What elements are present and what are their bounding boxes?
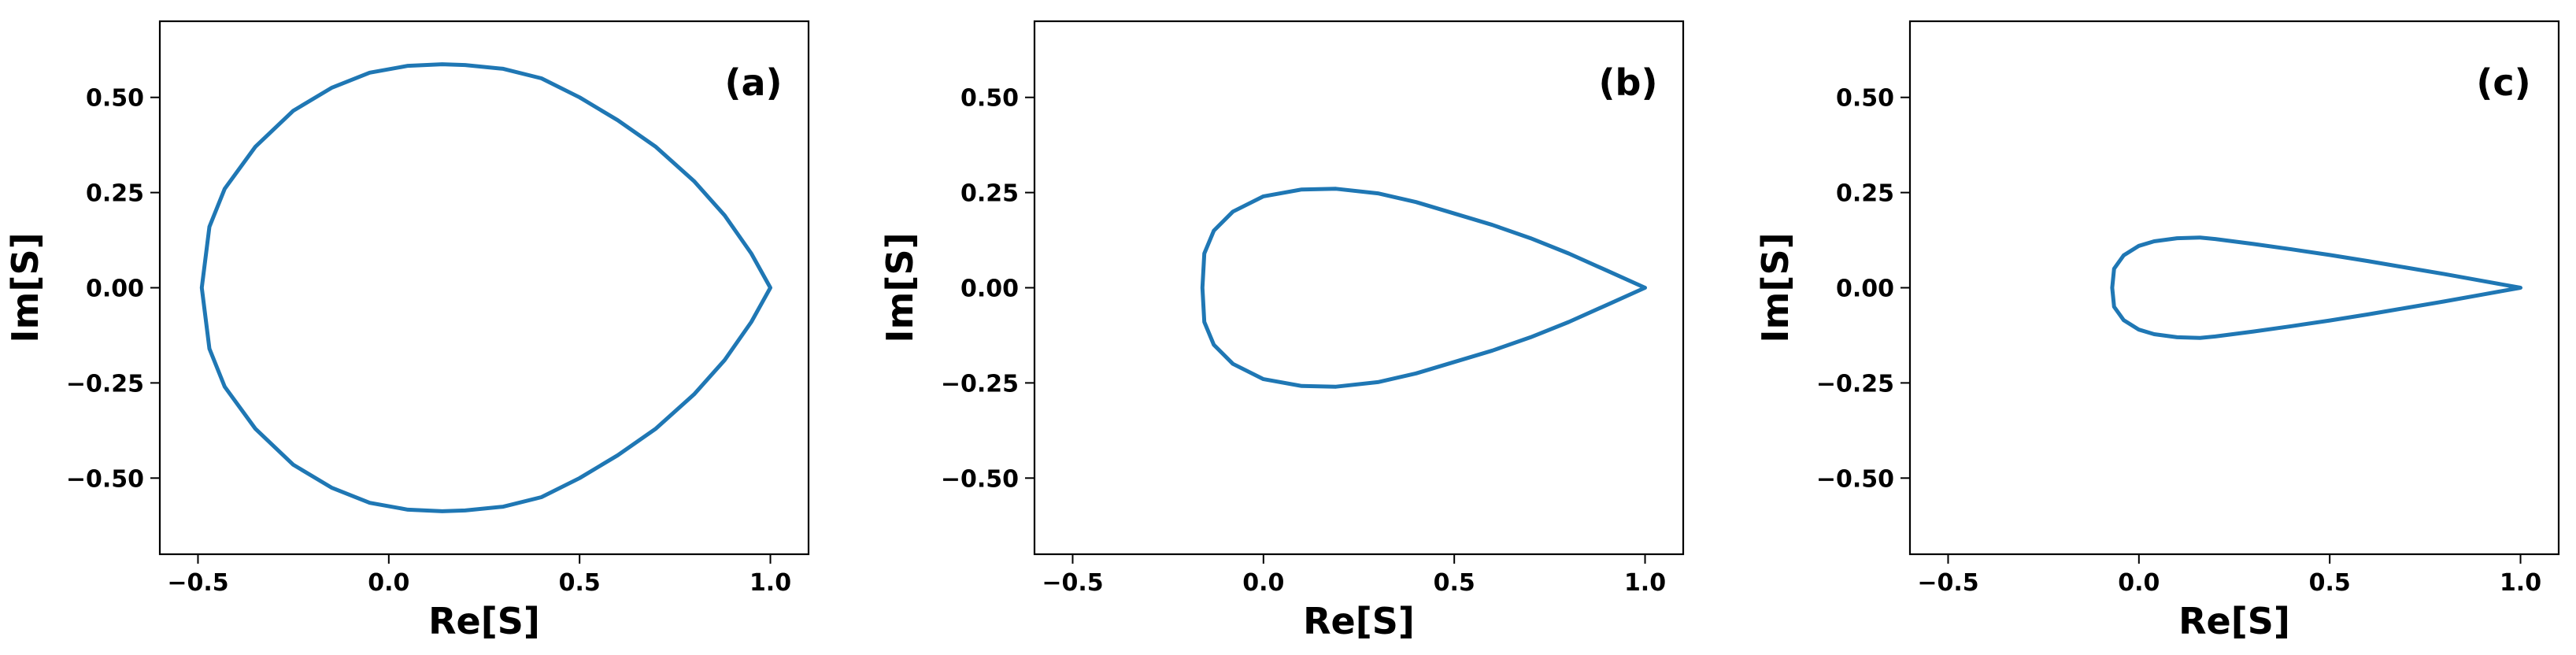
- x-tick-label-0-5: 0.5: [2309, 569, 2351, 597]
- axes-frame: [158, 20, 810, 556]
- x-tick-label-0-0: 0.0: [2118, 569, 2160, 597]
- x-tick-label-0-5: −0.5: [1917, 569, 1978, 597]
- y-axis-label: Im[S]: [4, 232, 46, 342]
- y-tick-label-0-00: 0.00: [960, 276, 1019, 303]
- x-tick-label-0-5: 0.5: [559, 569, 601, 597]
- y-tick-label-0-25: 0.25: [960, 180, 1019, 208]
- x-axis-label: Re[S]: [2178, 600, 2290, 642]
- panel-label: (b): [1599, 61, 1658, 104]
- panel-2: −0.5 0.0 0.5 1.0 0.50 0.25 0.00 −0.25 −0.50 Re[S]…: [879, 20, 1685, 642]
- x-tick-label-1-0: 1.0: [749, 569, 791, 597]
- x-tick-label-0-0: 0.0: [1242, 569, 1284, 597]
- series-line-1: [1200, 187, 1647, 389]
- y-tick-label-0-50: 0.50: [1836, 85, 1894, 113]
- y-tick-label-0-25: 0.25: [1836, 180, 1894, 208]
- y-tick-label-0-50: −0.50: [941, 465, 1019, 493]
- y-tick-label-0-25: −0.25: [66, 370, 144, 398]
- x-axis-label: Re[S]: [1303, 600, 1415, 642]
- y-tick-label-0-50: −0.50: [1816, 465, 1894, 493]
- series-line-1: [2110, 235, 2522, 340]
- y-tick-label-0-00: 0.00: [1836, 276, 1894, 303]
- panel-3: −0.5 0.0 0.5 1.0 0.50 0.25 0.00 −0.25 −0.50 Re[S]…: [1754, 20, 2560, 642]
- x-tick-label-0-5: 0.5: [1434, 569, 1475, 597]
- panel-1: −0.5 0.0 0.5 1.0 0.50 0.25 0.00 −0.25 −0.50 Re[S]…: [4, 20, 810, 642]
- y-tick-label-0-25: −0.25: [941, 370, 1019, 398]
- axes-frame: [1908, 20, 2560, 556]
- x-tick-label-1-0: 1.0: [1624, 569, 1666, 597]
- y-tick-label-0-25: 0.25: [86, 180, 144, 208]
- y-tick-label-0-50: 0.50: [86, 85, 144, 113]
- x-tick-label-0-0: 0.0: [368, 569, 409, 597]
- y-tick-label-0-00: 0.00: [86, 276, 144, 303]
- y-axis-label: Im[S]: [1754, 232, 1797, 342]
- x-tick-label-0-5: −0.5: [167, 569, 228, 597]
- panel-label: (c): [2476, 61, 2530, 104]
- x-tick-label-0-5: −0.5: [1042, 569, 1103, 597]
- panel-label: (a): [724, 61, 782, 104]
- y-axis-label: Im[S]: [879, 232, 921, 342]
- y-tick-label-0-50: −0.50: [66, 465, 144, 493]
- x-axis-label: Re[S]: [428, 600, 540, 642]
- y-tick-label-0-50: 0.50: [960, 85, 1019, 113]
- y-tick-label-0-25: −0.25: [1816, 370, 1894, 398]
- series-line-1: [199, 62, 772, 513]
- x-tick-label-1-0: 1.0: [2500, 569, 2541, 597]
- axes-frame: [1033, 20, 1685, 556]
